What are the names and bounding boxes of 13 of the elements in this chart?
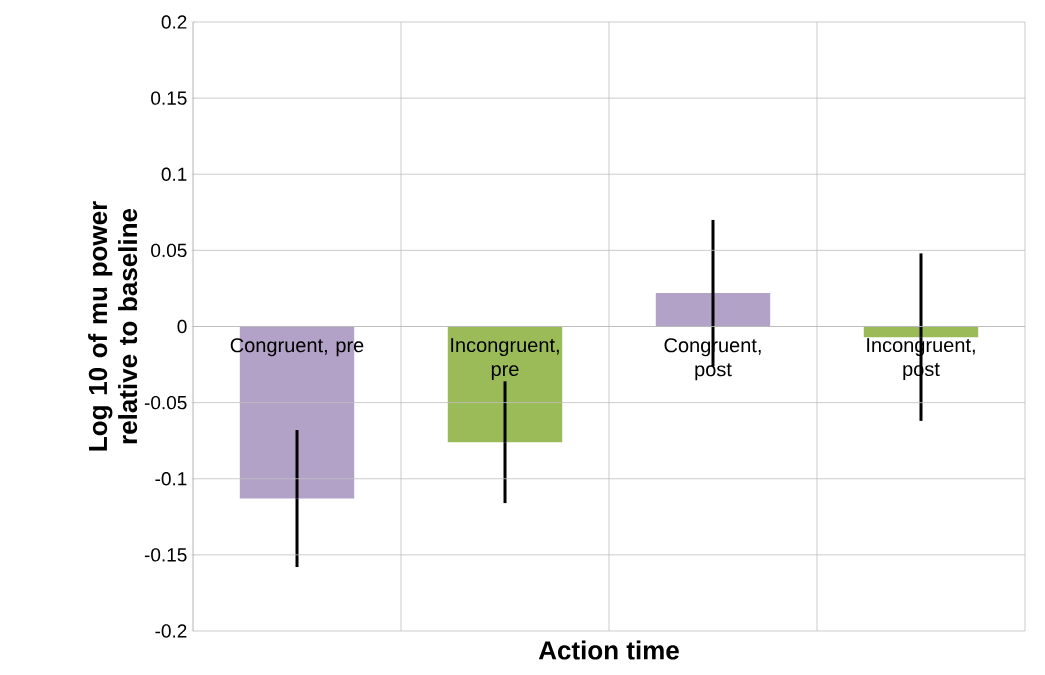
x-axis-title: Action time [538, 640, 679, 660]
y-tick-label: 0.05 [151, 243, 187, 258]
y-tick-label: -0.15 [144, 548, 187, 562]
y-tick-label: -0.1 [155, 472, 187, 486]
y-tick-label: -0.05 [144, 395, 187, 410]
y-tick-label: 0.15 [151, 91, 187, 105]
y-tick-label: 0.1 [161, 167, 187, 181]
y-tick-label: 0.2 [161, 15, 187, 29]
x-tick-label: Incongruent, pre [451, 338, 559, 381]
x-tick-label: Congruent, pre [230, 338, 364, 357]
y-tick-label: 0 [177, 319, 187, 334]
y-tick-label: -0.2 [155, 624, 187, 638]
y-axis-title: Log 10 of mu power relative to baseline [88, 201, 138, 451]
